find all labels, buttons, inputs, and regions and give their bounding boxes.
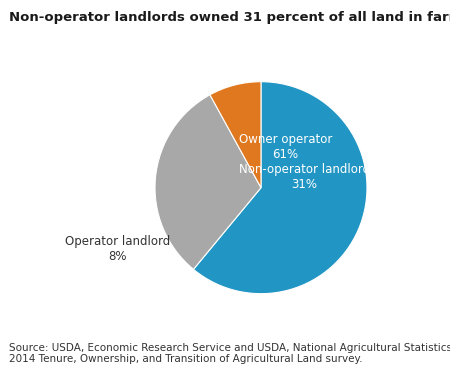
Text: Source: USDA, Economic Research Service and USDA, National Agricultural Statisti: Source: USDA, Economic Research Service … [9,343,450,364]
Text: Non-operator landlords owned 31 percent of all land in farms in 2014: Non-operator landlords owned 31 percent … [9,11,450,24]
Text: Owner operator
61%: Owner operator 61% [238,132,332,160]
Wedge shape [194,82,367,294]
Wedge shape [210,82,261,188]
Wedge shape [155,95,261,269]
Text: Operator landlord
8%: Operator landlord 8% [65,235,171,263]
Text: Non-operator landlord
31%: Non-operator landlord 31% [238,163,370,191]
